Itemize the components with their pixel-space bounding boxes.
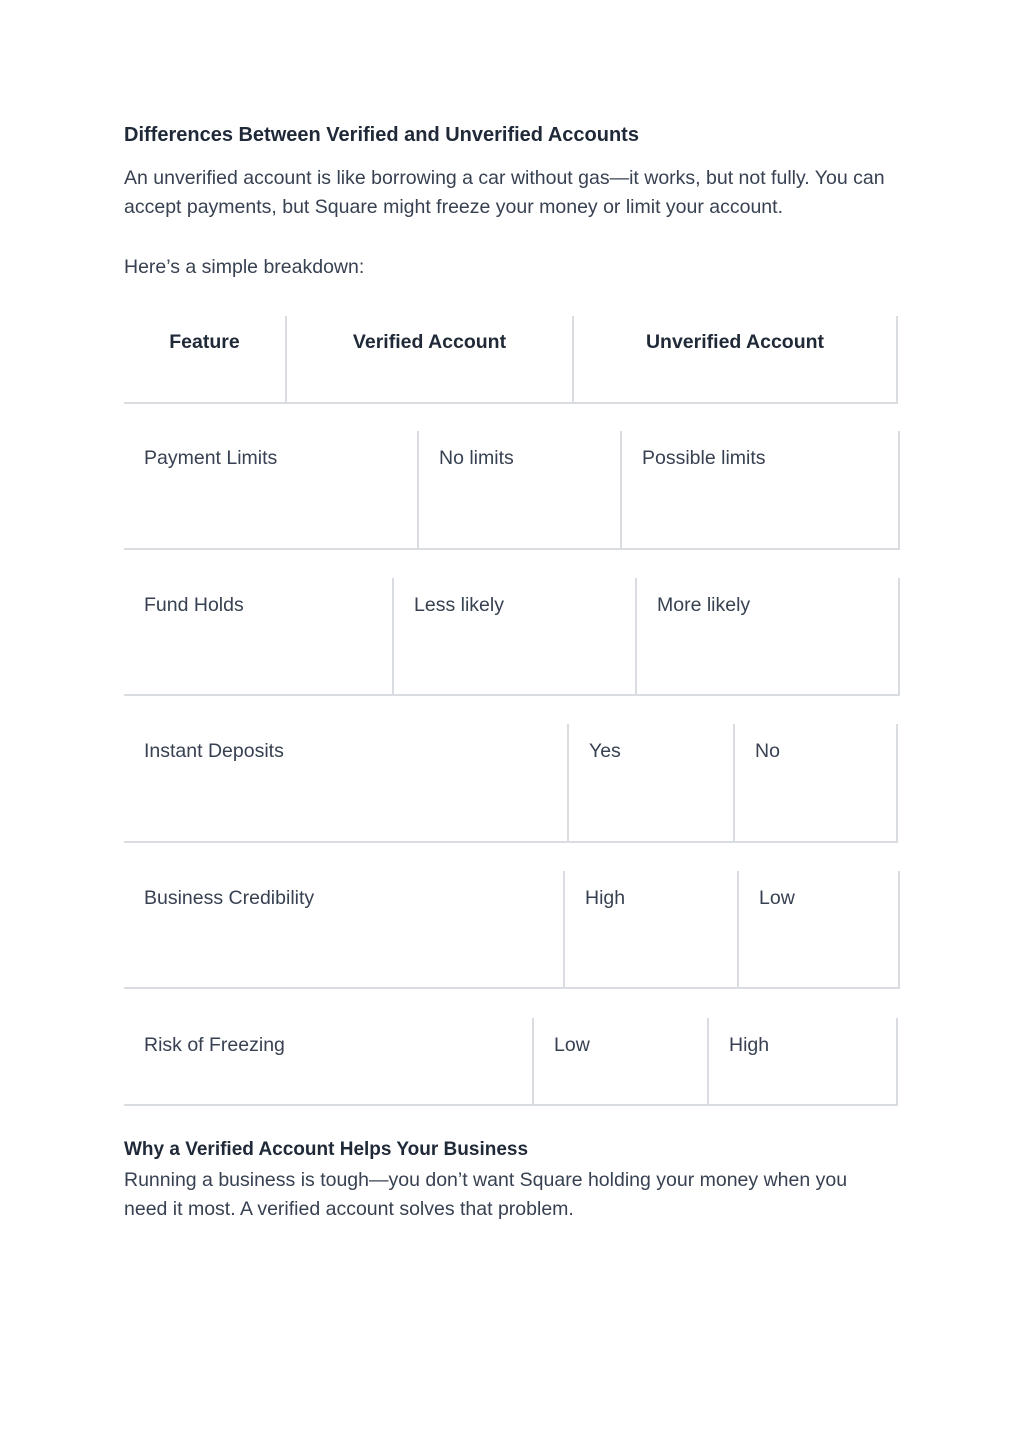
table-header-row: Feature Verified Account Unverified Acco…	[124, 316, 898, 404]
table-cell: Yes	[569, 724, 735, 841]
table-row: Fund Holds Less likely More likely	[124, 578, 900, 696]
table-cell: Less likely	[394, 578, 637, 694]
table-row: Payment Limits No limits Possible limits	[124, 431, 900, 550]
lead-paragraph: Here’s a simple breakdown:	[124, 256, 365, 278]
table-row: Instant Deposits Yes No	[124, 724, 898, 843]
table-row: Risk of Freezing Low High	[124, 1018, 898, 1106]
table-cell: Business Credibility	[124, 871, 565, 987]
header-cell: Feature	[124, 316, 287, 402]
table-cell: High	[709, 1018, 898, 1104]
intro-paragraph: An unverified account is like borrowing …	[124, 167, 885, 218]
table-cell: High	[565, 871, 739, 987]
table-cell: Instant Deposits	[124, 724, 569, 841]
table-cell: Low	[534, 1018, 709, 1104]
section2-heading: Why a Verified Account Helps Your Busine…	[124, 1139, 529, 1160]
section-heading: Differences Between Verified and Unverif…	[124, 124, 639, 146]
header-cell: Unverified Account	[574, 316, 898, 402]
table-cell: Possible limits	[622, 431, 900, 548]
table-cell: No	[735, 724, 898, 841]
table-cell: More likely	[637, 578, 900, 694]
table-cell: Risk of Freezing	[124, 1018, 534, 1104]
table-cell: No limits	[419, 431, 622, 548]
header-cell: Verified Account	[287, 316, 574, 402]
section2-paragraph: Running a business is tough—you don’t wa…	[124, 1169, 848, 1220]
table-cell: Fund Holds	[124, 578, 394, 694]
table-cell: Payment Limits	[124, 431, 419, 548]
table-row: Business Credibility High Low	[124, 871, 900, 989]
table-cell: Low	[739, 871, 900, 987]
